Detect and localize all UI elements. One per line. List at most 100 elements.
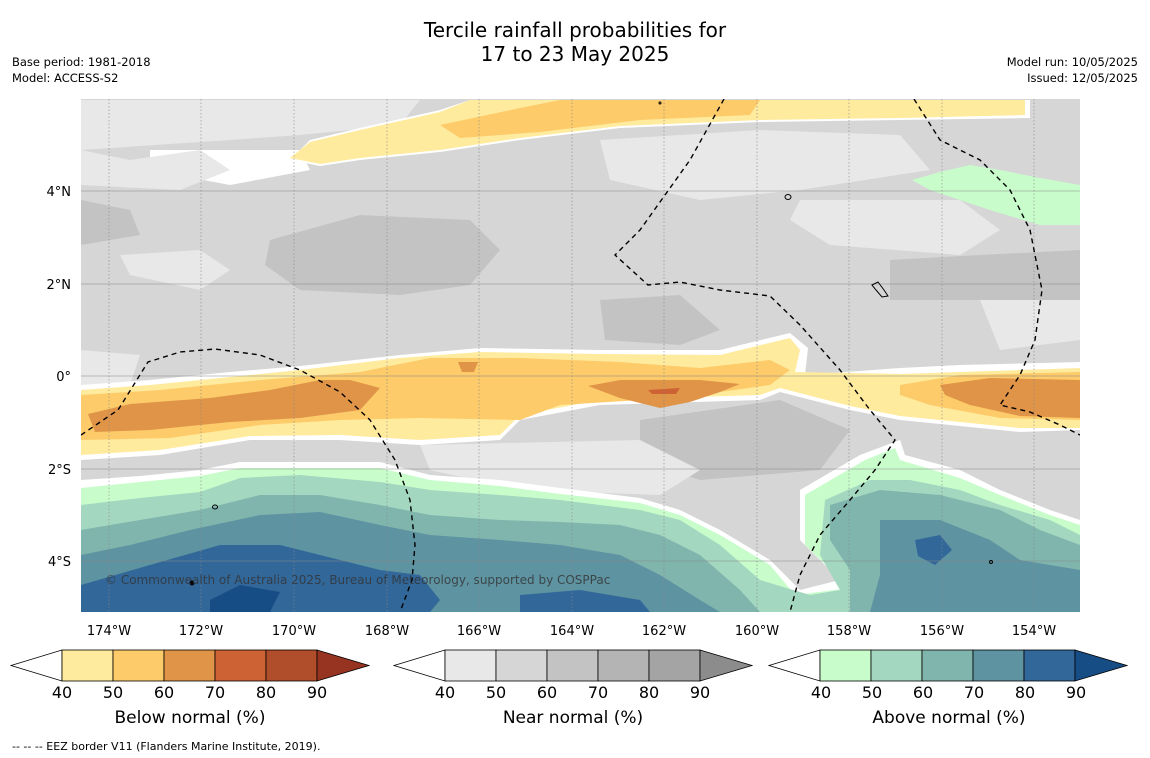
colorbar-tick: 40 (434, 683, 456, 702)
above-normal-40-patch (912, 165, 1080, 225)
above-normal-80-band (520, 590, 650, 612)
colorbar-segment (112, 649, 165, 682)
eez-border-east (913, 99, 1080, 436)
colorbar-above-normal-swatches (768, 649, 1129, 682)
meta-left: Base period: 1981-2018 Model: ACCESS-S2 (12, 54, 151, 86)
colorbar-segment (870, 649, 923, 682)
near-normal-60-patch (890, 250, 1080, 300)
near-normal-40-patch (81, 350, 140, 390)
map-fields (81, 99, 1080, 612)
colorbar-tick: 70 (204, 683, 226, 702)
lon-label: 174°W (87, 624, 131, 639)
colorbar-segment (265, 649, 318, 682)
model-name: Model: ACCESS-S2 (12, 71, 119, 85)
colorbar-tick: 40 (810, 683, 832, 702)
meta-right: Model run: 10/05/2025 Issued: 12/05/2025 (1007, 54, 1138, 86)
colorbar-low-extension (393, 649, 446, 682)
colorbar-tick: 50 (861, 683, 883, 702)
colorbar-segment (495, 649, 548, 682)
near-normal-60-patch (640, 400, 850, 480)
colorbar-tick: 90 (689, 683, 711, 702)
lon-label: 160°W (735, 624, 779, 639)
near-normal-40-patch (600, 130, 930, 200)
colorbar-segment (444, 649, 497, 682)
lat-label: 4°S (48, 555, 71, 570)
colorbar-tick: 70 (963, 683, 985, 702)
colorbar-high-extension (1074, 649, 1129, 682)
above-normal-80-band (81, 545, 440, 612)
colorbar-tick: 80 (255, 683, 277, 702)
eez-border-west (81, 348, 416, 612)
colorbar-tick: 90 (1065, 683, 1087, 702)
lon-label: 158°W (827, 624, 871, 639)
colorbar-tick: 40 (51, 683, 73, 702)
colorbar-title-above: Above normal (%) (872, 708, 1026, 728)
lon-label: 154°W (1012, 624, 1056, 639)
lon-label: 164°W (550, 624, 594, 639)
axis-labels: 174°W 172°W 170°W 168°W 166°W 164°W 162°… (47, 185, 1057, 639)
lon-label: 170°W (272, 624, 316, 639)
graticule (81, 99, 1080, 612)
colorbar-low-extension (768, 649, 821, 682)
map-title: Tercile rainfall probabilities for 17 to… (0, 18, 1150, 66)
issued-date: Issued: 12/05/2025 (1027, 71, 1138, 85)
near-normal-40-patch (790, 200, 1000, 255)
eez-borders (81, 99, 1080, 612)
colorbar-segment (648, 649, 701, 682)
colorbar-above-normal (768, 649, 1129, 682)
below-normal-60-band (88, 380, 380, 432)
colorbar-tick: 50 (102, 683, 124, 702)
island-outline (189, 580, 195, 586)
near-normal-60-patch (81, 200, 140, 245)
below-normal-50-band (440, 100, 760, 138)
colorbar-segment (921, 649, 974, 682)
meridians (108, 99, 1035, 612)
colorbar-title-below: Below normal (%) (114, 708, 266, 728)
colorbar-segment (546, 649, 599, 682)
below-normal-40-band (290, 100, 1025, 164)
island-outline (989, 560, 993, 564)
lat-label: 2°S (48, 463, 71, 478)
probability-map: 174°W 172°W 170°W 168°W 166°W 164°W 162°… (47, 99, 1080, 639)
colorbar-segment (972, 649, 1025, 682)
colorbar-below-normal (10, 649, 370, 682)
title-line-2: 17 to 23 May 2025 (480, 42, 670, 66)
above-normal-90-patch (210, 585, 280, 612)
below-normal-60-band (940, 378, 1080, 418)
colorbar-segment (1023, 649, 1076, 682)
lon-label: 172°W (179, 624, 223, 639)
near-normal-40-patch (120, 250, 230, 290)
near-normal-60-patch (600, 295, 720, 345)
colorbar-high-extension (316, 649, 370, 682)
colorbar-tick: 60 (536, 683, 558, 702)
lat-label: 0° (56, 370, 71, 385)
copyright-notice: © Commonwealth of Australia 2025, Bureau… (105, 573, 610, 587)
near-normal-40-patch (81, 150, 230, 190)
colorbar-below-normal-swatches (10, 649, 370, 682)
below-normal-60-patch (458, 362, 478, 372)
lon-label: 166°W (457, 624, 501, 639)
lon-label: 156°W (920, 624, 964, 639)
base-period: Base period: 1981-2018 (12, 55, 151, 69)
colorbar-segment (214, 649, 267, 682)
colorbar-tick: 50 (485, 683, 507, 702)
island-outline (212, 504, 218, 510)
model-run: Model run: 10/05/2025 (1006, 55, 1138, 69)
colorbar-high-extension (699, 649, 753, 682)
colorbar-tick: 80 (638, 683, 660, 702)
colorbar-segment (819, 649, 872, 682)
colorbar-segment (597, 649, 650, 682)
island-outline (784, 194, 792, 200)
islands (189, 101, 993, 586)
eez-border-central (613, 99, 896, 612)
colorbar-tick: 90 (306, 683, 328, 702)
colorbar-segment (163, 649, 216, 682)
colorbar-tick: 60 (153, 683, 175, 702)
colorbar-low-extension (10, 649, 63, 682)
colorbar-tick: 70 (587, 683, 609, 702)
colorbar-near-normal (393, 649, 753, 682)
lat-label: 4°N (47, 185, 72, 200)
colorbar-title-near: Near normal (%) (502, 708, 644, 728)
lon-label: 168°W (365, 624, 409, 639)
above-normal-80-patch (915, 535, 952, 565)
